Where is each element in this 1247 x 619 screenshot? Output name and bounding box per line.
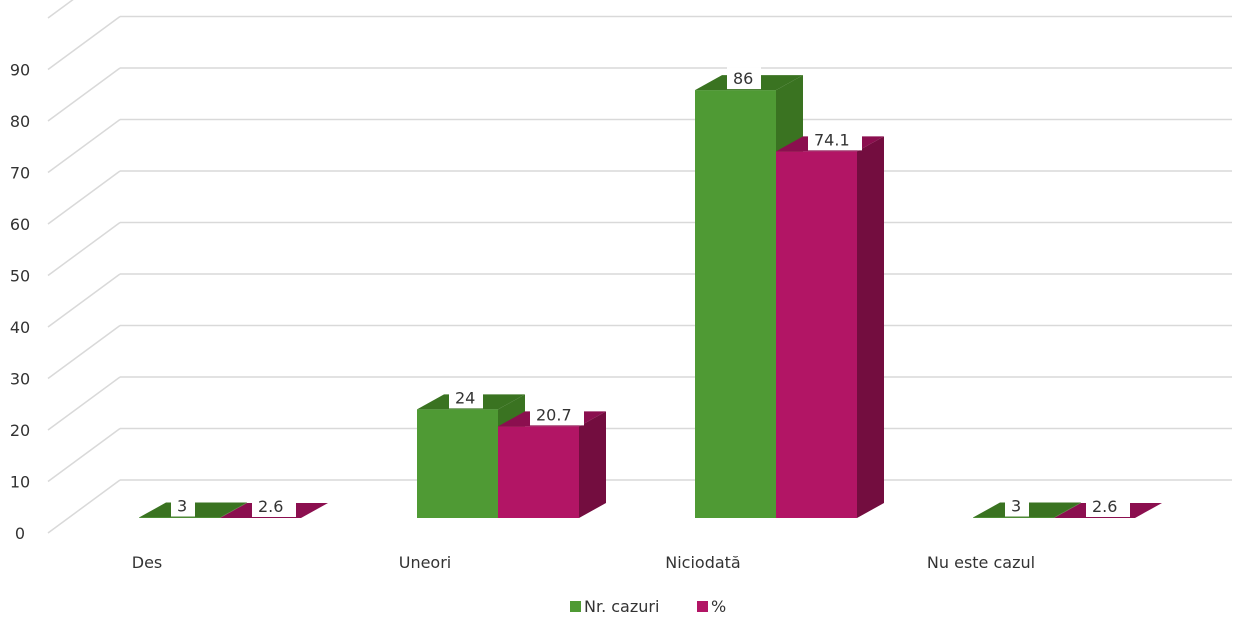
data-labels: 3 2.6 24 20.7 86 74.1 3 2.6 (171, 67, 1130, 517)
data-label: 2.6 (258, 497, 283, 516)
y-tick-label: 10 (10, 473, 30, 492)
gridline-diagonal (48, 429, 120, 482)
y-tick-label: 0 (15, 524, 25, 543)
data-label: 20.7 (536, 405, 572, 424)
gridline-diagonal (48, 326, 120, 379)
data-label: 86 (733, 69, 753, 88)
bar-front (498, 426, 579, 518)
y-tick-label: 20 (10, 421, 30, 440)
legend-label-series-1: Nr. cazuri (584, 597, 659, 616)
x-category-label: Niciodată (665, 553, 740, 572)
legend-swatch-series-1 (570, 601, 581, 612)
y-tick-label: 50 (10, 267, 30, 286)
legend-swatch-series-2 (697, 601, 708, 612)
x-axis-categories: Des Uneori Niciodată Nu este cazul (132, 553, 1035, 572)
gridline-diagonal (48, 17, 120, 70)
data-label: 3 (177, 497, 187, 516)
gridline-diagonal (48, 480, 120, 533)
y-tick-label: 40 (10, 318, 30, 337)
legend-label-series-2: % (711, 597, 726, 616)
gridline-diagonal (48, 377, 120, 430)
y-tick-label: 30 (10, 370, 30, 389)
y-tick-label: 60 (10, 215, 30, 234)
x-category-label: Des (132, 553, 163, 572)
data-label: 74.1 (814, 130, 850, 149)
gridline-diagonal (48, 68, 120, 121)
y-tick-label: 90 (10, 61, 30, 80)
y-tick-label: 70 (10, 164, 30, 183)
y-axis-ticks: 0 10 20 30 40 50 60 70 80 90 (10, 61, 30, 544)
bar-side (857, 136, 884, 518)
y-tick-label: 80 (10, 112, 30, 131)
gridline-diagonal (48, 274, 120, 327)
gridlines (48, 0, 1232, 533)
x-category-label: Uneori (399, 553, 452, 572)
bar-front (417, 409, 498, 518)
legend: Nr. cazuri % (570, 597, 726, 616)
gridline-diagonal (48, 0, 120, 18)
bars (139, 75, 1162, 518)
data-label: 3 (1011, 497, 1021, 516)
bar-front (776, 151, 857, 518)
data-label: 2.6 (1092, 497, 1117, 516)
gridline-diagonal (48, 120, 120, 173)
data-label: 24 (455, 388, 475, 407)
x-category-label: Nu este cazul (927, 553, 1035, 572)
gridline-diagonal (48, 171, 120, 224)
bar-side (579, 411, 606, 518)
gridline-diagonal (48, 223, 120, 276)
bar-front (695, 90, 776, 518)
